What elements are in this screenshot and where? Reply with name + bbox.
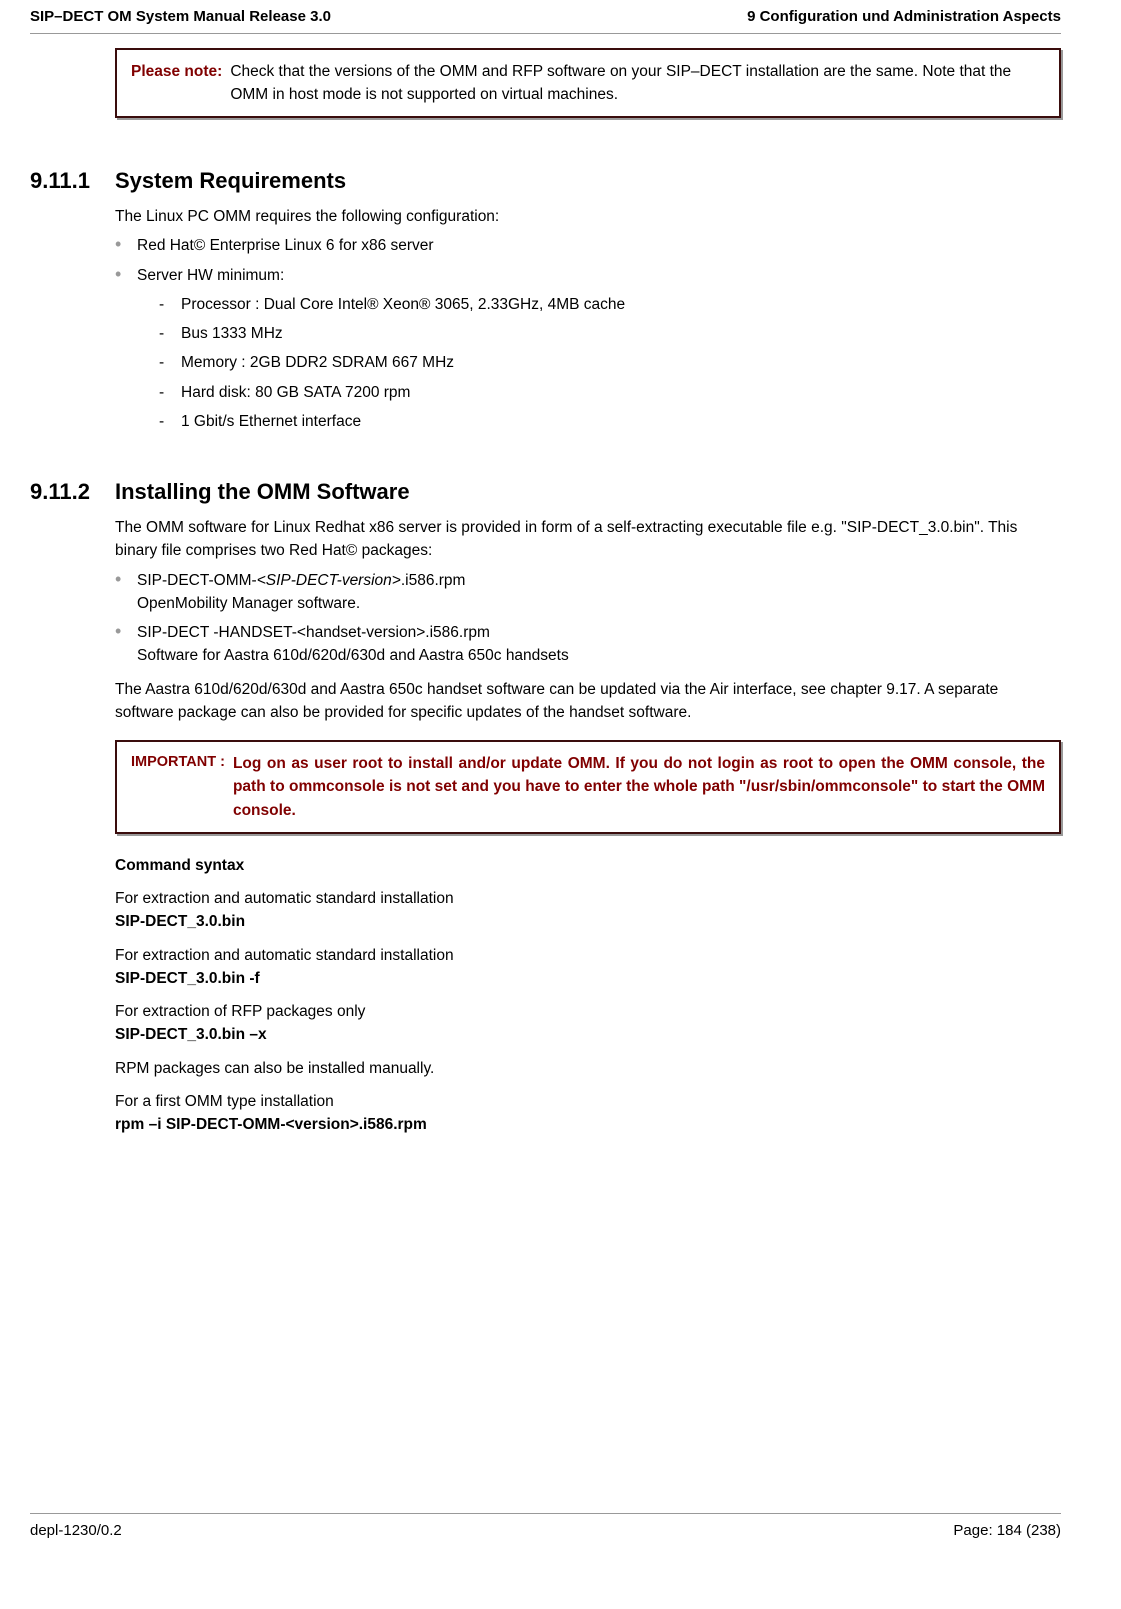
packages-list: SIP-DECT-OMM-<SIP-DECT-version>.i586.rpm… xyxy=(115,569,1061,668)
command-text: SIP-DECT_3.0.bin xyxy=(115,910,1061,933)
list-item: Memory : 2GB DDR2 SDRAM 667 MHz xyxy=(159,351,1061,374)
list-item: SIP-DECT -HANDSET-<handset-version>.i586… xyxy=(115,621,1061,668)
pkg1-desc: OpenMobility Manager software. xyxy=(137,595,360,612)
document-page: SIP–DECT OM System Manual Release 3.0 9 … xyxy=(0,0,1121,1560)
list-item-label: Server HW minimum: xyxy=(137,267,284,284)
section-title: Installing the OMM Software xyxy=(115,475,410,508)
command-text: rpm –i SIP-DECT-OMM-<version>.i586.rpm xyxy=(115,1113,1061,1136)
footer-left: depl-1230/0.2 xyxy=(30,1520,122,1543)
header-right: 9 Configuration und Administration Aspec… xyxy=(747,6,1061,29)
command-text: SIP-DECT_3.0.bin -f xyxy=(115,967,1061,990)
command-desc: RPM packages can also be installed manua… xyxy=(115,1057,1061,1080)
footer-right: Page: 184 (238) xyxy=(953,1520,1061,1543)
command-desc: For extraction and automatic standard in… xyxy=(115,887,1061,910)
note-label: Please note: xyxy=(131,60,222,107)
list-item: Server HW minimum: Processor : Dual Core… xyxy=(115,264,1061,434)
section-number: 9.11.1 xyxy=(30,164,115,197)
list-item: Red Hat© Enterprise Linux 6 for x86 serv… xyxy=(115,234,1061,257)
command-desc: For extraction and automatic standard in… xyxy=(115,944,1061,967)
command-block: For extraction and automatic standard in… xyxy=(115,887,1061,934)
section1-intro: The Linux PC OMM requires the following … xyxy=(115,205,1061,228)
page-header: SIP–DECT OM System Manual Release 3.0 9 … xyxy=(30,6,1061,34)
important-label: IMPORTANT : xyxy=(131,752,225,822)
content-body: Please note: Check that the versions of … xyxy=(115,48,1061,119)
important-text: Log on as user root to install and/or up… xyxy=(233,752,1045,822)
command-block: For a first OMM type installation rpm –i… xyxy=(115,1090,1061,1137)
list-item: Processor : Dual Core Intel® Xeon® 3065,… xyxy=(159,293,1061,316)
pkg1-prefix: SIP-DECT-OMM- xyxy=(137,572,257,589)
pkg2: SIP-DECT -HANDSET-<handset-version>.i586… xyxy=(137,624,490,641)
command-text: SIP-DECT_3.0.bin –x xyxy=(115,1023,1061,1046)
command-desc: For extraction of RFP packages only xyxy=(115,1000,1061,1023)
pkg1-suffix: .i586.rpm xyxy=(401,572,466,589)
section2-para2: The Aastra 610d/620d/630d and Aastra 650… xyxy=(115,678,1061,725)
list-item: 1 Gbit/s Ethernet interface xyxy=(159,410,1061,433)
command-block: RPM packages can also be installed manua… xyxy=(115,1057,1061,1080)
list-item: Bus 1333 MHz xyxy=(159,322,1061,345)
list-item: SIP-DECT-OMM-<SIP-DECT-version>.i586.rpm… xyxy=(115,569,1061,616)
section-heading-9-11-1: 9.11.1 System Requirements xyxy=(30,164,1061,197)
hw-minimum-list: Processor : Dual Core Intel® Xeon® 3065,… xyxy=(159,293,1061,433)
command-block: For extraction of RFP packages only SIP-… xyxy=(115,1000,1061,1047)
section2-intro: The OMM software for Linux Redhat x86 se… xyxy=(115,516,1061,563)
pkg1-version: <SIP-DECT-version> xyxy=(257,572,401,589)
important-box: IMPORTANT : Log on as user root to insta… xyxy=(115,740,1061,834)
section-title: System Requirements xyxy=(115,164,346,197)
command-desc: For a first OMM type installation xyxy=(115,1090,1061,1113)
command-syntax-heading: Command syntax xyxy=(115,854,1061,877)
section-number: 9.11.2 xyxy=(30,475,115,508)
list-item: Hard disk: 80 GB SATA 7200 rpm xyxy=(159,381,1061,404)
command-block: For extraction and automatic standard in… xyxy=(115,944,1061,991)
section-heading-9-11-2: 9.11.2 Installing the OMM Software xyxy=(30,475,1061,508)
please-note-box: Please note: Check that the versions of … xyxy=(115,48,1061,119)
page-footer: depl-1230/0.2 Page: 184 (238) xyxy=(30,1513,1061,1543)
pkg2-desc: Software for Aastra 610d/620d/630d and A… xyxy=(137,647,569,664)
requirements-list: Red Hat© Enterprise Linux 6 for x86 serv… xyxy=(115,234,1061,433)
note-text: Check that the versions of the OMM and R… xyxy=(230,60,1045,107)
header-left: SIP–DECT OM System Manual Release 3.0 xyxy=(30,6,331,29)
